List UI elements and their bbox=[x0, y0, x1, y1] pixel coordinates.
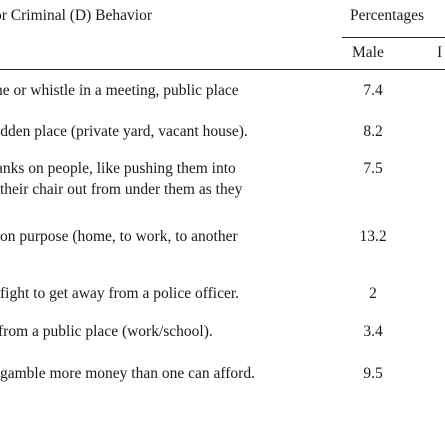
row-4-male-value: 13.2 bbox=[359, 228, 387, 245]
row-5-behavior: fight to get away from a police officer. bbox=[0, 285, 240, 302]
row-3-behavior-line-1: anks on people, like pushing them into bbox=[0, 160, 236, 177]
female-column-header-partial: I bbox=[437, 44, 443, 61]
row-1-behavior: ne or whistle in a meeting, public place bbox=[0, 82, 239, 99]
row-2-male-value: 8.2 bbox=[363, 123, 383, 140]
row-3-behavior-line-2: their chair out from under them as they bbox=[0, 181, 243, 198]
percentages-column-header: Percentages bbox=[350, 7, 425, 24]
row-4-behavior: on purpose (home, to work, to another bbox=[0, 228, 238, 245]
row-5-male-value: 2 bbox=[369, 285, 377, 302]
male-column-header: Male bbox=[352, 44, 384, 61]
behavior-column-header: or Criminal (D) Behavior bbox=[0, 7, 152, 24]
row-2-behavior: idden place (private yard, vacant house)… bbox=[0, 123, 248, 140]
header-rule bbox=[0, 69, 445, 70]
row-3-male-value: 7.5 bbox=[363, 160, 383, 177]
row-1-male-value: 7.4 bbox=[363, 82, 383, 99]
percentages-underline bbox=[342, 37, 445, 38]
row-6-male-value: 3.4 bbox=[363, 323, 383, 340]
row-7-behavior: gamble more money than one can afford. bbox=[0, 365, 255, 382]
row-6-behavior: from a public place (work/school). bbox=[0, 323, 213, 340]
row-7-male-value: 9.5 bbox=[363, 365, 383, 382]
